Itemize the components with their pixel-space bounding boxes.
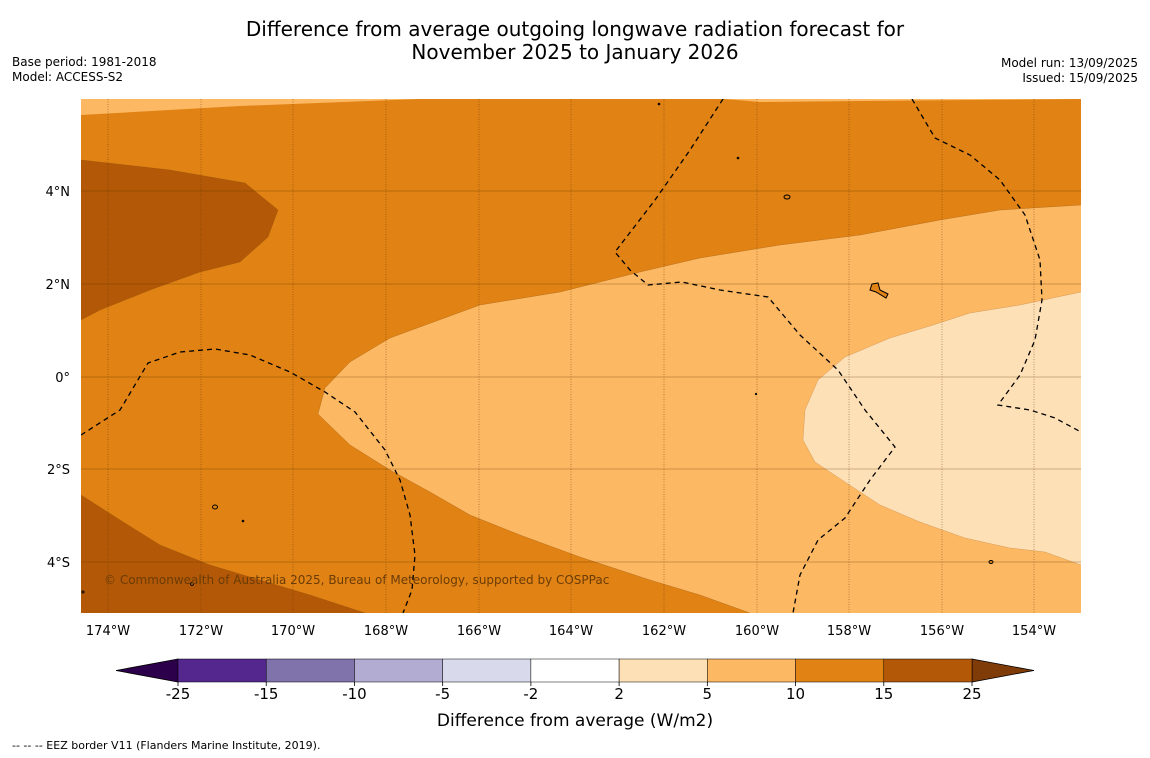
title-line-1: Difference from average outgoing longwav… (245, 17, 905, 41)
lon-label-154w: 154°W (1012, 624, 1056, 639)
lat-label-0: 0° (55, 371, 70, 386)
colorbar-segment (795, 658, 885, 683)
lon-label-158w: 158°W (827, 624, 871, 639)
eez-footnote: -- -- -- EEZ border V11 (Flanders Marine… (12, 739, 321, 752)
eez-borders (81, 99, 1081, 613)
colorbar-segment (442, 658, 532, 683)
colorbar-extend-high (971, 658, 1035, 683)
colorbar-segment (883, 658, 973, 683)
lat-label-2n: 2°N (46, 278, 71, 293)
longitude-labels: 174°W 172°W 170°W 168°W 166°W 164°W 162°… (86, 624, 1056, 639)
lon-label-162w: 162°W (642, 624, 686, 639)
colorbar-tick-label: 5 (703, 685, 713, 703)
lon-label-174w: 174°W (86, 624, 130, 639)
colorbar-title: Difference from average (W/m2) (437, 711, 713, 731)
colorbar-segment (530, 658, 620, 683)
meridian-lines (107, 99, 1035, 613)
issued-date: Issued: 15/09/2025 (1022, 71, 1138, 85)
colorbar: -25 -15 -10 -5 -2 2 5 10 15 25 Difference from av… (115, 658, 1035, 731)
colorbar-tick-label: -25 (166, 685, 191, 703)
lon-label-168w: 168°W (364, 624, 408, 639)
run-info: Model run: 13/09/2025 Issued: 15/09/2025 (1001, 56, 1138, 86)
model-run: Model run: 13/09/2025 (1000, 56, 1138, 70)
lon-label-172w: 172°W (179, 624, 223, 639)
base-info: Base period: 1981-2018 Model: ACCESS-S2 (12, 55, 157, 85)
olr-band-2-5 (803, 292, 1081, 565)
lat-label-4s: 4°S (47, 556, 70, 571)
lon-label-170w: 170°W (271, 624, 315, 639)
colorbar-tick-label: 25 (962, 685, 981, 703)
olr-band-5-10-top (81, 99, 1081, 115)
colorbar-segment (354, 658, 443, 683)
lon-label-166w: 166°W (457, 624, 501, 639)
latitude-labels: 4°N 2°N 0° 2°S 4°S (46, 185, 71, 571)
colorbar-segment (265, 658, 355, 683)
colorbar-tick-label: 15 (874, 685, 893, 703)
colorbar-tick-label: -15 (254, 685, 279, 703)
colorbar-tick-label: 2 (614, 685, 624, 703)
lon-label-160w: 160°W (735, 624, 779, 639)
colorbar-tick-label: -2 (523, 685, 538, 703)
model-name: Model: ACCESS-S2 (12, 70, 124, 84)
colorbar-segment (707, 658, 796, 683)
island-outlines (81, 102, 994, 594)
olr-band-15-25-upper (81, 160, 278, 320)
lat-label-2s: 2°S (47, 463, 70, 478)
olr-band-15-25-lower (81, 495, 365, 613)
copyright-notice: © Commonwealth of Australia 2025, Bureau… (104, 573, 609, 587)
parallel-lines (81, 190, 1081, 563)
colorbar-tick-label: 10 (786, 685, 805, 703)
lat-label-4n: 4°N (46, 185, 71, 200)
olr-band-5-10-central (318, 205, 1081, 613)
map-title: Difference from average outgoing longwav… (0, 18, 1150, 64)
lon-label-156w: 156°W (920, 624, 964, 639)
map-area: © Commonwealth of Australia 2025, Bureau… (81, 99, 1081, 613)
colorbar-tick-label: -10 (342, 685, 367, 703)
colorbar-segment (618, 658, 708, 683)
lon-label-164w: 164°W (549, 624, 593, 639)
title-line-2: November 2025 to January 2026 (411, 40, 739, 64)
colorbar-extend-low (115, 658, 179, 683)
colorbar-tick-label: -5 (435, 685, 450, 703)
colorbar-segment (177, 658, 267, 683)
base-period: Base period: 1981-2018 (12, 55, 157, 69)
